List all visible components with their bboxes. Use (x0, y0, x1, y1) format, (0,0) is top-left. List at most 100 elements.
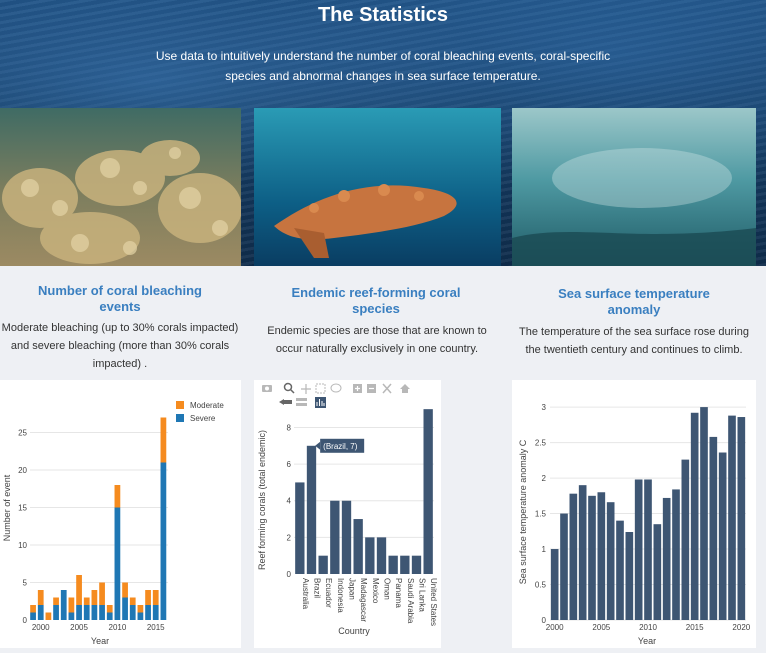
legend-swatch-moderate (176, 401, 184, 409)
bar (653, 524, 662, 620)
x-tick-label: Brazil (313, 578, 322, 598)
sst-chart: Year Sea surface temperature anomaly C 0… (512, 380, 756, 648)
card-text-endemic: Endemic species are those that are known… (267, 325, 487, 355)
bar-severe (137, 612, 144, 620)
x-tick-label: Japan (348, 578, 357, 600)
bar (718, 452, 727, 620)
bar-moderate (160, 417, 167, 463)
bar-severe (91, 605, 98, 620)
bar-moderate (99, 582, 105, 605)
y-axis-title: Sea surface temperature anomaly C (518, 439, 528, 584)
x-tick-label: Indonesia (336, 578, 345, 613)
branching-coral-photo (254, 108, 501, 266)
bar (569, 493, 578, 620)
modebar (262, 382, 410, 408)
y-tick-label: 20 (18, 466, 27, 475)
x-tick-label: Madagascar (359, 578, 368, 622)
x-tick-label: 2005 (592, 623, 610, 632)
y-tick-label: 2 (542, 474, 547, 483)
autoscale-icon[interactable] (382, 383, 392, 394)
bar-moderate (145, 590, 151, 605)
y-tick-label: 2 (287, 533, 292, 542)
y-tick-label: 5 (23, 579, 28, 588)
x-tick-label: 2005 (70, 623, 88, 632)
x-tick-label: Ecuador (324, 578, 333, 608)
bar-moderate (37, 590, 44, 605)
underwater-photo (512, 108, 756, 266)
bar (672, 489, 680, 620)
bar-moderate (30, 605, 36, 613)
bar (560, 513, 568, 620)
lasso-icon[interactable] (330, 383, 342, 393)
card-text-bleaching: Moderate bleaching (up to 30% corals imp… (1, 322, 239, 370)
y-tick-label: 0 (542, 616, 547, 625)
bar (606, 502, 615, 620)
bar (353, 519, 363, 574)
x-axis-title: Year (638, 636, 656, 646)
bar (330, 500, 340, 574)
bar (306, 445, 317, 574)
box-select-icon[interactable] (315, 383, 326, 394)
y-tick-label: 8 (287, 423, 292, 432)
x-tick-label: Australia (301, 578, 310, 610)
bar-severe (53, 605, 59, 620)
endemic-chart-svg: Country Reef forming corals (total endem… (257, 382, 438, 636)
y-tick-label: 0 (23, 616, 28, 625)
legend-swatch-severe (176, 414, 184, 422)
bar-severe (152, 605, 159, 620)
bar (578, 485, 587, 620)
bar (295, 482, 305, 574)
y-tick-label: 6 (287, 460, 292, 469)
bar (341, 500, 352, 574)
y-tick-label: 1.5 (535, 510, 547, 519)
bar (700, 407, 708, 620)
x-tick-label: 2020 (732, 623, 750, 632)
bar (365, 537, 375, 574)
legend-label-moderate: Moderate (190, 401, 224, 410)
spike-lines-icon[interactable] (279, 399, 292, 405)
bar-moderate (129, 597, 136, 605)
bleaching-chart-svg: Moderate Severe Year Number of event 0 5 1… (2, 401, 224, 646)
bar-severe (83, 605, 90, 620)
zoom-in-icon[interactable] (353, 384, 362, 393)
x-tick-label: 2000 (32, 623, 50, 632)
bar-moderate (53, 597, 59, 605)
bar-severe (106, 612, 113, 620)
bar-moderate (137, 605, 144, 613)
y-tick-label: 1 (542, 545, 547, 554)
endemic-chart: Country Reef forming corals (total endem… (254, 380, 441, 648)
x-axis-title: Year (91, 636, 109, 646)
bar-moderate (114, 485, 121, 508)
y-tick-label: 3 (542, 403, 547, 412)
camera-icon[interactable] (262, 385, 272, 392)
bar-severe (122, 597, 128, 620)
bar (681, 459, 690, 620)
zoom-icon[interactable] (283, 382, 295, 394)
card-title-bleaching: Number of coral bleaching events (38, 283, 202, 314)
zoom-out-icon[interactable] (367, 384, 376, 393)
bar (709, 436, 718, 620)
bar-severe (60, 590, 67, 620)
bar-severe (76, 605, 82, 620)
x-axis-title: Country (338, 626, 370, 636)
tooltip-label: (Brazil, 7) (323, 442, 358, 451)
bar (318, 555, 328, 574)
bar-moderate (76, 575, 82, 605)
bar (388, 555, 398, 574)
bar (597, 492, 606, 620)
hover-compare-icon[interactable] (315, 397, 326, 408)
bar (737, 417, 746, 620)
hover-closest-icon[interactable] (296, 398, 307, 406)
x-tick-label: Oman (383, 578, 392, 600)
x-tick-label: Saudi Arabia (406, 578, 415, 624)
bar (550, 549, 559, 620)
bar (728, 415, 736, 620)
bar-severe (114, 507, 121, 620)
x-tick-label: 2010 (639, 623, 657, 632)
home-icon[interactable] (400, 384, 410, 393)
x-tick-label: Mexico (371, 578, 380, 604)
y-tick-label: 25 (18, 429, 27, 438)
pan-icon[interactable] (301, 384, 311, 394)
page-title: The Statistics (317, 4, 449, 26)
bar-moderate (83, 597, 90, 605)
